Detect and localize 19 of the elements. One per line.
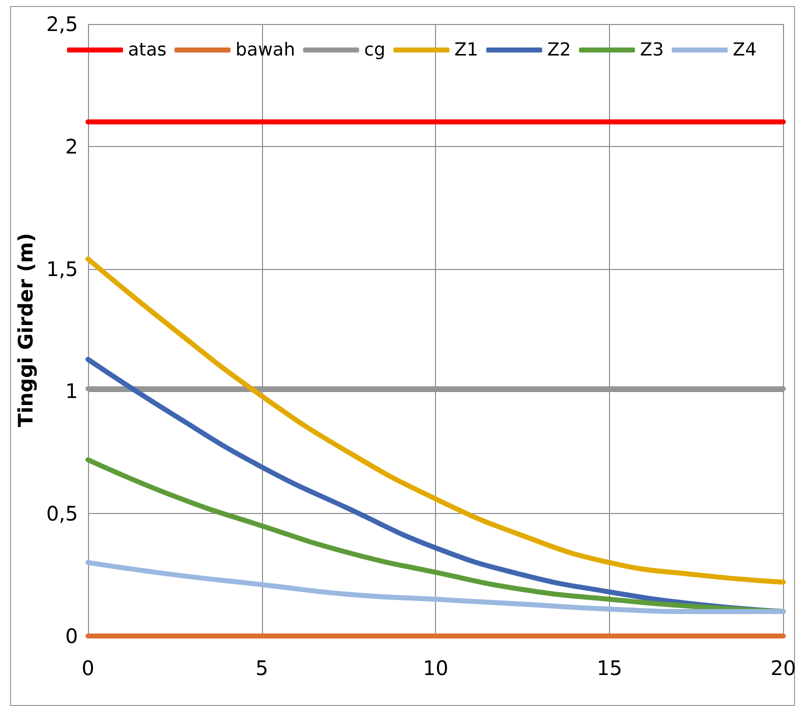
legend-label: bawah xyxy=(235,40,296,60)
x-tick-label: 5 xyxy=(255,656,268,680)
y-tick-label: 1 xyxy=(65,379,78,404)
y-tick-label: 0,5 xyxy=(46,502,78,526)
legend-label: Z1 xyxy=(454,40,478,60)
x-tick-label: 20 xyxy=(770,656,796,680)
legend-label: Z3 xyxy=(640,40,664,60)
y-tick-label: 1,5 xyxy=(46,256,78,281)
x-tick-label: 15 xyxy=(596,656,622,680)
y-tick-label: 2 xyxy=(65,134,78,158)
legend-label: Z4 xyxy=(732,40,757,60)
legend-label: atas xyxy=(128,40,166,60)
y-axis-title: Tinggi Girder (m) xyxy=(13,232,38,428)
x-tick-label: 10 xyxy=(422,656,448,680)
y-tick-label: 0 xyxy=(65,624,78,648)
legend-label: cg xyxy=(364,40,386,60)
legend-label: Z2 xyxy=(547,40,572,60)
y-tick-label: 2,5 xyxy=(46,12,78,36)
x-tick-label: 0 xyxy=(82,656,94,680)
